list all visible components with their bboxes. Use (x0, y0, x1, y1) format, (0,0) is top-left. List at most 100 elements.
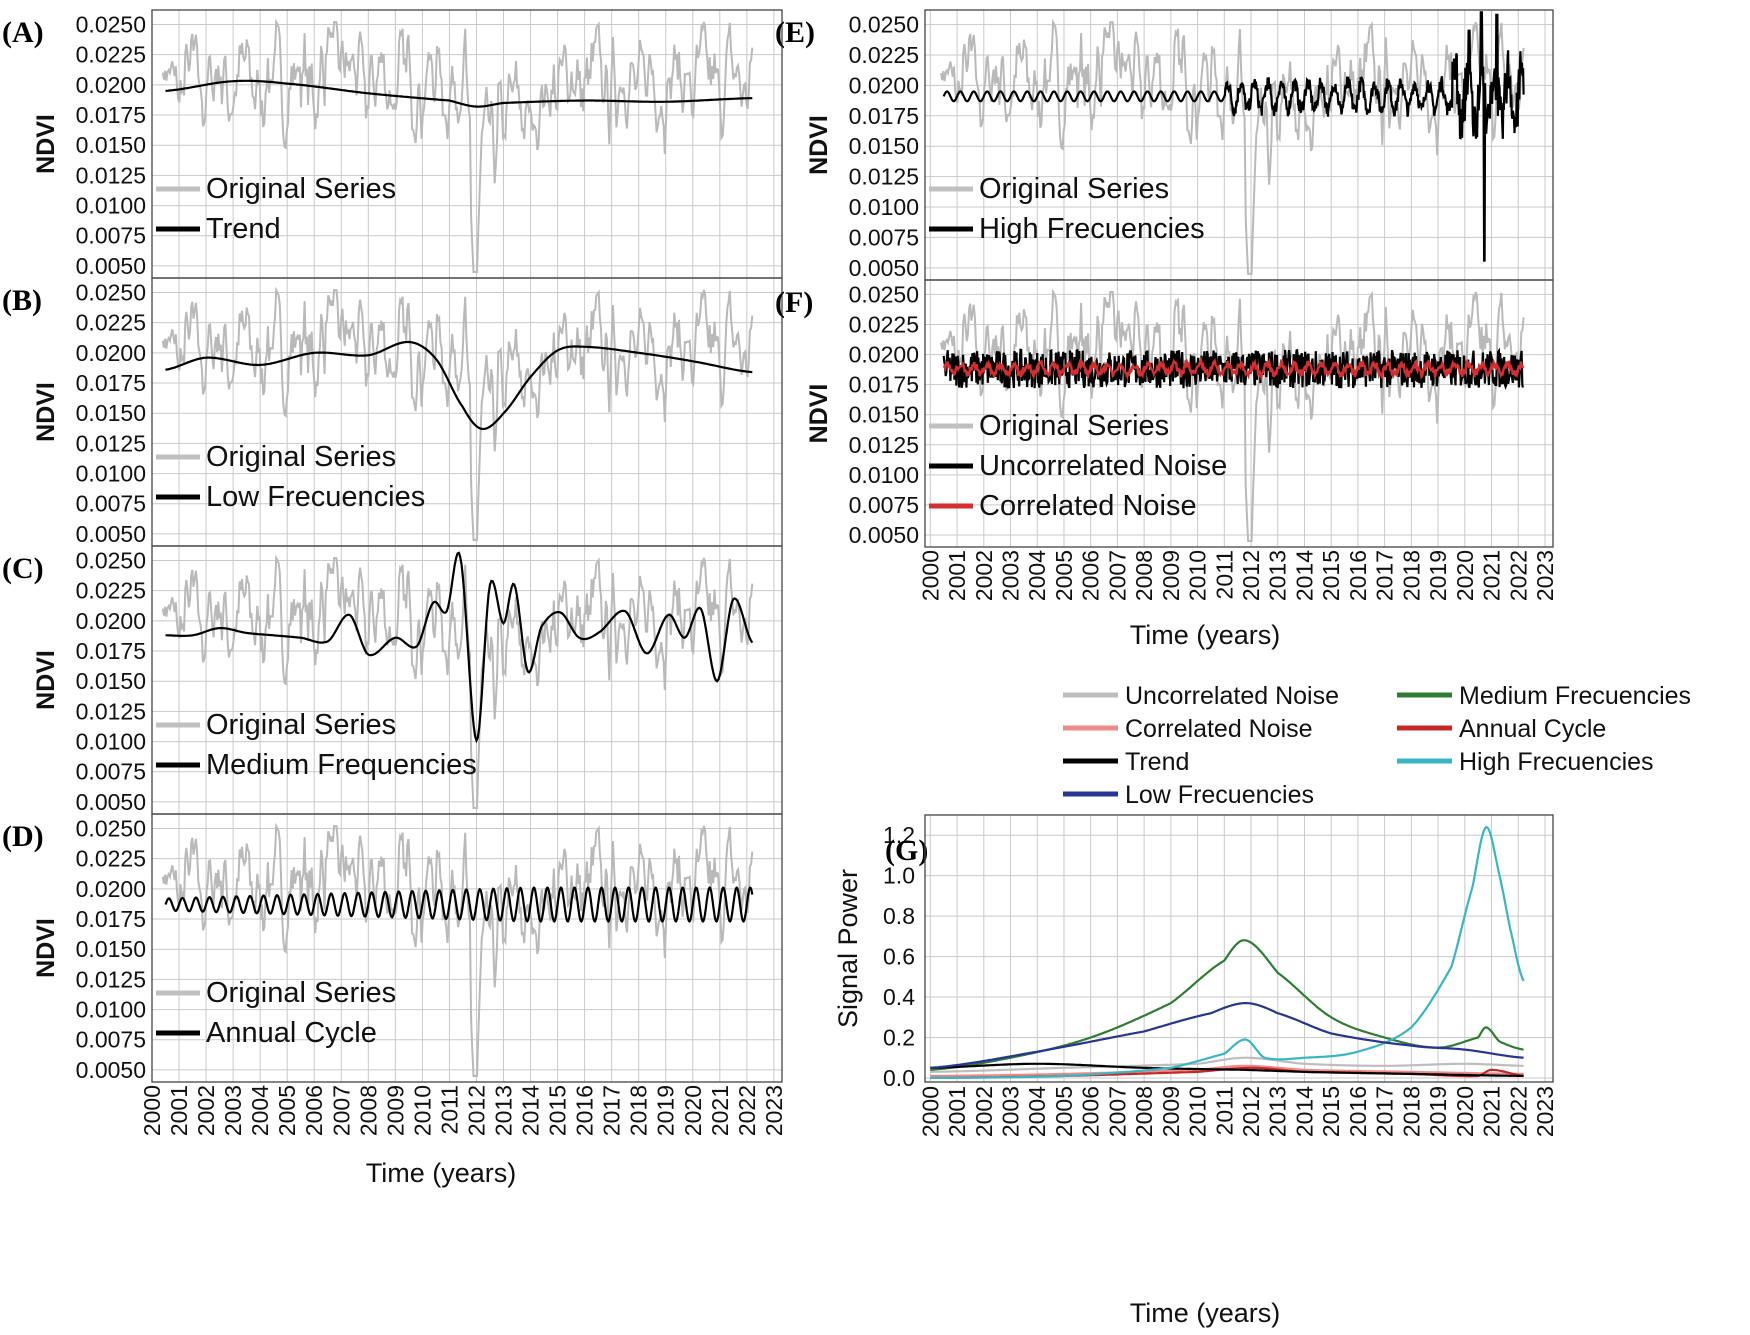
x-tick-label: 2008 (355, 1085, 381, 1136)
x-tick-label: 2003 (998, 1086, 1024, 1137)
y-tick-label: 0.0250 (76, 11, 146, 37)
x-tick-label: 2021 (1479, 1086, 1505, 1137)
y-tick-label: 0.0150 (76, 400, 146, 426)
legend-label: Trend (1125, 748, 1189, 776)
legend-label: Original Series (206, 977, 396, 1009)
series-low-frecuencies (930, 1002, 1524, 1069)
panel-label: (D) (2, 820, 44, 853)
y-axis-label: NDVI (32, 918, 60, 978)
legend-label: Original Series (206, 441, 396, 473)
y-tick-label: 0.0250 (76, 815, 146, 841)
series-uncorrelated-noise (942, 347, 1524, 390)
legend-label: High Frecuencies (1459, 748, 1654, 776)
legend-label: Original Series (979, 410, 1169, 442)
y-tick-label: 0.0100 (849, 462, 919, 488)
y-tick-label: 0.0050 (76, 1057, 146, 1083)
y-tick-label: 0.0125 (76, 698, 146, 724)
x-tick-label: 2011 (1211, 1086, 1237, 1135)
y-tick-label: 0.0250 (849, 281, 919, 307)
x-tick-label: 2020 (680, 1085, 706, 1136)
x-tick-label: 2003 (998, 550, 1024, 601)
y-tick-label: 0.0050 (76, 253, 146, 279)
x-tick-label: 2001 (166, 1085, 192, 1136)
y-axis-label: Signal Power (833, 869, 863, 1028)
x-tick-label: 2007 (1104, 550, 1130, 601)
y-tick-label: 0.0075 (849, 492, 919, 518)
y-tick-label: 0.8 (883, 903, 915, 929)
y-tick-label: 0.0125 (76, 966, 146, 992)
x-axis-title-G: Time (years) (1130, 1298, 1281, 1328)
x-tick-label: 2015 (545, 1085, 571, 1136)
series-uncorrelated-noise (930, 1056, 1524, 1073)
y-tick-label: 0.0075 (76, 223, 146, 249)
x-tick-label: 2012 (1238, 550, 1264, 601)
x-axis-ticks: 2000 2001 2002 2003 2004 2005 2006 2007 2008 2009… (139, 1085, 787, 1136)
x-tick-label: 2005 (274, 1085, 300, 1136)
panel-label: (B) (2, 284, 42, 317)
x-tick-label: 2008 (1131, 550, 1157, 601)
x-tick-label: 2019 (653, 1085, 679, 1136)
x-tick-label: 2004 (247, 1085, 273, 1136)
series-original (161, 286, 754, 541)
y-tick-label: 0.0150 (76, 668, 146, 694)
panel-E: 0.0250 0.0225 0.0200 0.0175 0.0150 0.0125 0.01… (775, 9, 1554, 281)
y-tick-label: 0.0125 (76, 162, 146, 188)
legend: Original Series Medium Frequencies (156, 709, 477, 781)
legend-label: Annual Cycle (1459, 715, 1606, 743)
panel-A: 0.0250 0.0225 0.0200 0.0175 0.0150 0.0125 0.01… (2, 9, 783, 279)
x-tick-label: 2020 (1452, 1086, 1478, 1137)
x-tick-label: 2014 (518, 1085, 544, 1136)
y-tick-label: 0.0050 (849, 522, 919, 548)
x-tick-label: 2013 (491, 1085, 517, 1136)
y-tick-label: 0.0100 (76, 461, 146, 487)
x-tick-label: 2004 (1024, 550, 1050, 601)
x-tick-label: 2003 (220, 1085, 246, 1136)
y-tick-label: 0.0175 (76, 638, 146, 664)
y-tick-label: 0.0075 (76, 491, 146, 517)
legend-label: Uncorrelated Noise (979, 450, 1227, 482)
panel-G: 0.0 0.2 0.4 0.6 0.8 1.0 1.2 Signal Power (G) (833, 814, 1554, 1091)
x-axis-ticks: 2000 2001 2002 2003 2004 2005 2006 2007 2008 2009… (917, 550, 1558, 601)
y-tick-label: 0.0050 (849, 255, 919, 281)
x-tick-label: 2010 (1185, 550, 1211, 601)
series-trend (930, 1062, 1524, 1077)
panel-label: (E) (775, 16, 815, 49)
x-tick-label: 2001 (944, 1086, 970, 1137)
series-correlated-noise (930, 1064, 1524, 1077)
x-tick-label: 2012 (1238, 1086, 1264, 1137)
panel-frame (924, 279, 1554, 548)
x-tick-label: 2022 (734, 1085, 760, 1136)
y-tick-label: 0.0200 (76, 608, 146, 634)
x-tick-label: 2013 (1265, 1086, 1291, 1137)
x-tick-label: 2007 (1104, 1086, 1130, 1137)
panel-label: (G) (885, 834, 928, 867)
legend-label: Annual Cycle (206, 1017, 377, 1049)
legend-label: Medium Frequencies (206, 749, 477, 781)
x-tick-label: 2010 (1185, 1086, 1211, 1137)
x-tick-label: 2016 (1345, 550, 1371, 601)
y-tick-label: 0.0250 (76, 547, 146, 573)
y-tick-label: 0.0075 (76, 759, 146, 785)
x-tick-label: 2002 (971, 550, 997, 601)
y-tick-label: 0.0225 (76, 310, 146, 336)
x-tick-label: 2016 (1345, 1086, 1371, 1137)
x-tick-label: 2009 (1158, 550, 1184, 601)
y-tick-label: 0.0200 (849, 342, 919, 368)
legend: Original Series Annual Cycle (156, 977, 396, 1049)
legend: Original Series Uncorrelated Noise Correla… (929, 410, 1227, 522)
x-tick-label: 2000 (917, 1086, 943, 1137)
legend-label: Uncorrelated Noise (1125, 682, 1339, 710)
x-tick-label: 2002 (971, 1086, 997, 1137)
series-annual-cycle (164, 886, 754, 923)
x-tick-label: 2023 (1532, 550, 1558, 601)
y-tick-label: 0.0100 (76, 997, 146, 1023)
legend: Original Series Low Frecuencies (156, 441, 425, 513)
y-tick-label: 0.0175 (76, 370, 146, 396)
y-tick-label: 0.0125 (849, 432, 919, 458)
legend-G: Uncorrelated Noise Medium Frecuencies Corr… (1063, 682, 1691, 809)
y-tick-label: 0.0175 (76, 102, 146, 128)
legend-label: Original Series (206, 709, 396, 741)
series-high-frecuencies (930, 825, 1525, 1080)
x-tick-label: 2021 (1479, 550, 1505, 601)
